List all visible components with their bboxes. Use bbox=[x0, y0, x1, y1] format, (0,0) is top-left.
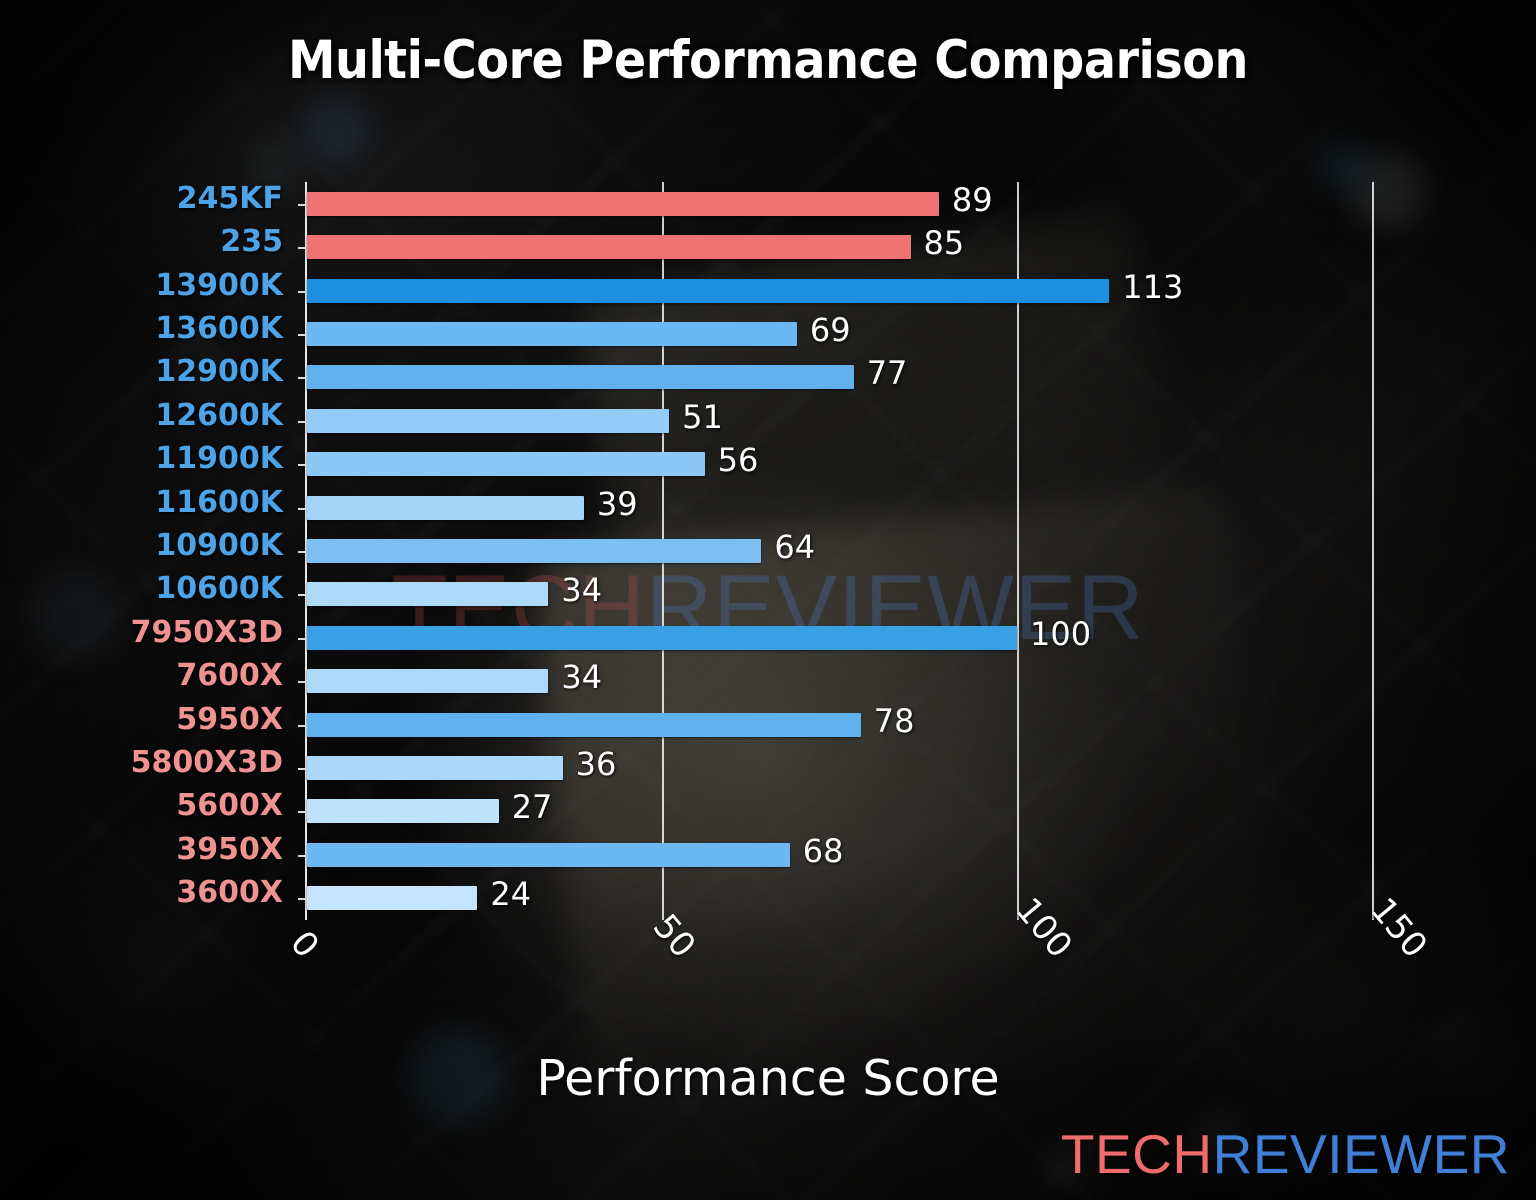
y-tick-235 bbox=[298, 247, 305, 250]
y-tick-11900k bbox=[298, 464, 305, 467]
category-label-5950x: 5950X bbox=[176, 701, 283, 737]
bar-12600k[interactable] bbox=[307, 408, 670, 433]
bar-value-3950x: 68 bbox=[802, 831, 844, 870]
y-tick-5600x bbox=[298, 811, 305, 814]
y-tick-3600x bbox=[298, 898, 305, 901]
bar-value-5800x3d: 36 bbox=[575, 745, 617, 784]
category-label-10600k: 10600K bbox=[155, 571, 283, 607]
category-label-7950x3d: 7950X3D bbox=[130, 614, 283, 650]
bar-value-11600k: 39 bbox=[596, 484, 638, 523]
brand-logo: TECHREVIEWER bbox=[1061, 1122, 1510, 1186]
plot-area: 89 85 113 69 77 51 56 39 64 34 100 34 78 36 27 68 24 bbox=[298, 180, 1374, 920]
bar-7600x[interactable] bbox=[307, 669, 549, 694]
bar-value-12600k: 51 bbox=[682, 397, 723, 436]
y-tick-11600k bbox=[298, 507, 305, 510]
bar-value-10900k: 64 bbox=[774, 528, 816, 566]
category-label-235: 235 bbox=[220, 224, 283, 260]
bar-10900k[interactable] bbox=[307, 539, 762, 563]
category-label-11600k: 11600K bbox=[155, 484, 283, 520]
bar-value-5950x: 78 bbox=[873, 701, 915, 740]
gridline-100 bbox=[1017, 182, 1019, 920]
bar-13900k[interactable] bbox=[307, 278, 1110, 303]
y-axis-labels: 245KF 235 13900K 13600K 12900K 12600K 11900K 11… bbox=[0, 182, 283, 920]
y-tick-13900k bbox=[298, 290, 305, 293]
bar-10600k[interactable] bbox=[307, 582, 549, 607]
category-label-3950x: 3950X bbox=[176, 831, 283, 867]
category-label-12900k: 12900K bbox=[155, 354, 283, 390]
bar-13600k[interactable] bbox=[307, 321, 797, 346]
x-axis-title: Performance Score bbox=[536, 1050, 1000, 1107]
bar-value-235: 85 bbox=[923, 224, 965, 263]
y-tick-5800x3d bbox=[298, 768, 305, 771]
category-label-3600x: 3600X bbox=[176, 875, 283, 911]
category-label-13600k: 13600K bbox=[155, 310, 283, 346]
gridline-150 bbox=[1372, 182, 1374, 920]
y-tick-12900k bbox=[298, 377, 305, 380]
bar-235[interactable] bbox=[307, 235, 911, 260]
category-label-11900k: 11900K bbox=[155, 441, 283, 477]
y-tick-5950x bbox=[298, 724, 305, 727]
bar-5950x[interactable] bbox=[307, 712, 861, 737]
bar-value-10600k: 34 bbox=[561, 571, 603, 610]
bar-value-7950x3d: 100 bbox=[1030, 614, 1092, 653]
y-tick-10600k bbox=[298, 594, 305, 597]
category-label-7600x: 7600X bbox=[176, 658, 283, 694]
category-label-245kf: 245KF bbox=[176, 180, 283, 216]
chart-title: Multi-Core Performance Comparison bbox=[288, 30, 1248, 91]
x-axis-ticks: 0 50 100 150 bbox=[282, 890, 1435, 1050]
category-label-10900k: 10900K bbox=[155, 528, 283, 563]
bar-245kf[interactable] bbox=[307, 191, 939, 216]
y-tick-3950x bbox=[298, 854, 305, 857]
y-tick-7600x bbox=[298, 681, 305, 684]
bar-3600x[interactable] bbox=[307, 886, 478, 911]
bar-value-11900k: 56 bbox=[717, 441, 759, 480]
y-tick-12600k bbox=[298, 420, 305, 423]
category-label-12600k: 12600K bbox=[155, 397, 283, 433]
bar-3950x[interactable] bbox=[307, 842, 790, 867]
category-label-13900k: 13900K bbox=[155, 267, 283, 303]
bar-5600x[interactable] bbox=[307, 799, 499, 824]
bar-11900k[interactable] bbox=[307, 452, 705, 477]
y-tick-7950x3d bbox=[298, 637, 305, 640]
bar-value-12900k: 77 bbox=[866, 354, 908, 393]
y-tick-245kf bbox=[298, 203, 305, 206]
y-axis-spine bbox=[305, 182, 307, 920]
bar-value-13900k: 113 bbox=[1122, 267, 1184, 306]
bar-value-5600x: 27 bbox=[511, 788, 553, 827]
bar-5800x3d[interactable] bbox=[307, 756, 563, 781]
bar-12900k[interactable] bbox=[307, 365, 854, 390]
bar-7950x3d[interactable] bbox=[307, 625, 1017, 650]
category-label-5800x3d: 5800X3D bbox=[130, 745, 283, 781]
bar-value-3600x: 24 bbox=[490, 875, 532, 914]
logo-tech: TECH bbox=[1060, 1123, 1213, 1185]
bar-11600k[interactable] bbox=[307, 495, 584, 520]
bar-value-13600k: 69 bbox=[809, 310, 851, 349]
logo-reviewer: REVIEWER bbox=[1212, 1123, 1510, 1185]
y-tick-13600k bbox=[298, 333, 305, 336]
bar-value-7600x: 34 bbox=[561, 658, 603, 697]
y-tick-10900k bbox=[298, 551, 305, 553]
category-label-5600x: 5600X bbox=[176, 788, 283, 824]
bar-value-245kf: 89 bbox=[951, 180, 993, 219]
